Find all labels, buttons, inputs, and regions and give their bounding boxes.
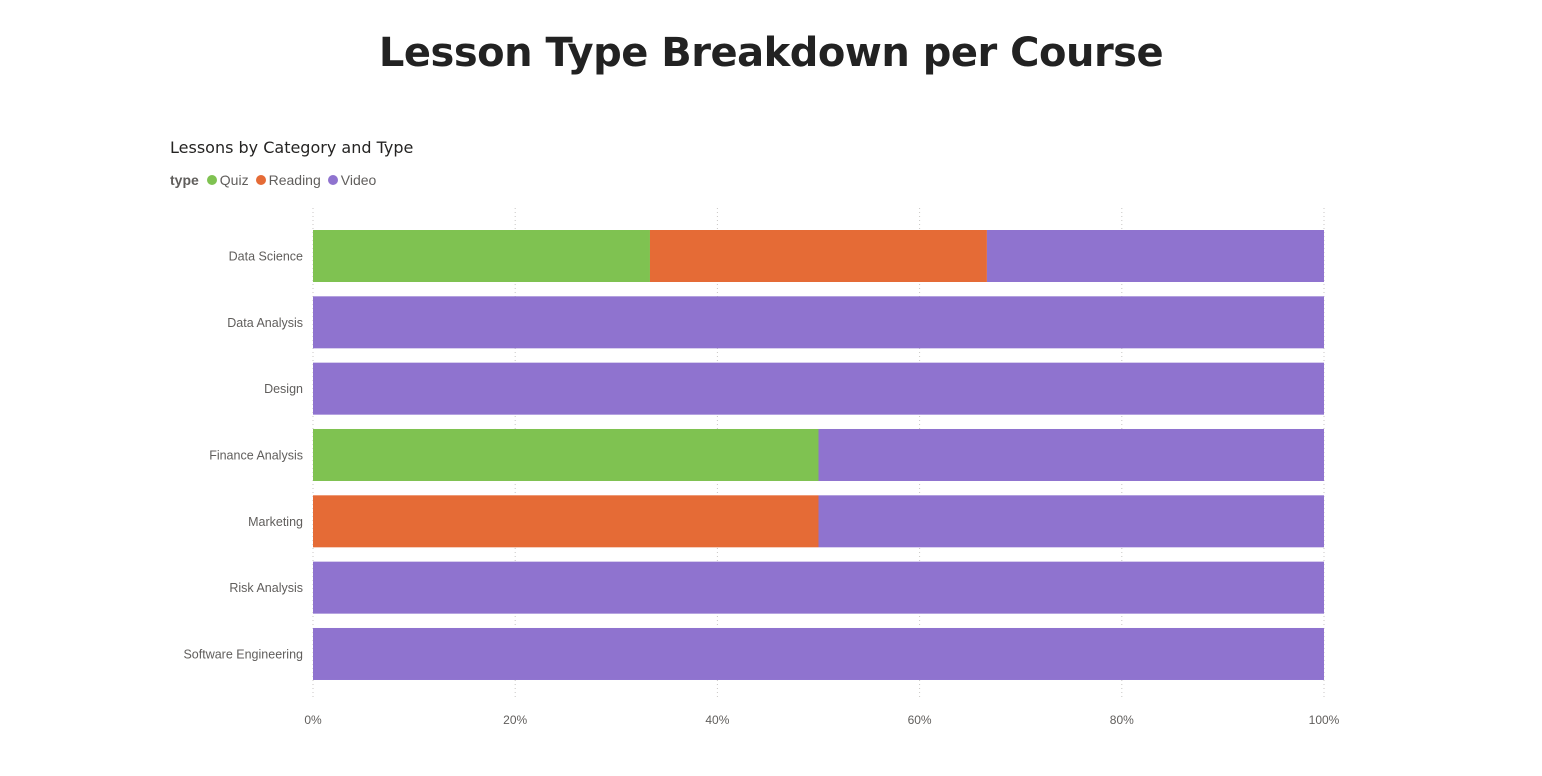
x-tick-label: 60% <box>908 713 932 727</box>
y-category-label: Data Analysis <box>227 316 303 330</box>
bar-segment-video <box>313 627 1324 680</box>
bar-segment-reading <box>649 230 987 282</box>
y-category-label: Risk Analysis <box>229 581 303 595</box>
legend-label-video: Video <box>340 172 377 188</box>
bar-segment-video <box>313 362 1324 415</box>
x-tick-label: 80% <box>1110 713 1134 727</box>
legend-dot-reading-icon <box>255 175 266 185</box>
bar-segment-video <box>818 495 1324 548</box>
y-category-label: Design <box>264 382 303 396</box>
legend-dot-quiz-icon <box>206 175 217 185</box>
y-category-label: Finance Analysis <box>209 448 303 462</box>
bar-segment-quiz <box>313 230 650 282</box>
x-tick-label: 20% <box>503 713 527 727</box>
bar-segment-quiz <box>313 428 819 481</box>
legend-item-quiz[interactable]: Quiz <box>206 172 249 188</box>
x-tick-label: 100% <box>1309 713 1340 727</box>
y-category-label: Data Science <box>229 250 303 264</box>
legend-dot-video-icon <box>327 175 338 185</box>
legend-item-reading[interactable]: Reading <box>255 172 321 188</box>
bar-segment-video <box>313 561 1324 614</box>
chart-title: Lessons by Category and Type <box>170 138 414 157</box>
legend-title: type <box>170 172 199 188</box>
legend-label-reading: Reading <box>268 172 321 188</box>
chart-legend: type Quiz Reading Video <box>170 172 383 188</box>
bar-segment-video <box>818 428 1324 481</box>
x-tick-label: 0% <box>304 713 322 727</box>
bar-segment-reading <box>313 495 819 548</box>
bar-segment-video <box>986 230 1324 282</box>
bar-segment-video <box>313 296 1324 349</box>
x-tick-label: 40% <box>705 713 729 727</box>
page-title: Lesson Type Breakdown per Course <box>378 30 1164 76</box>
y-category-label: Software Engineering <box>183 647 303 661</box>
legend-item-video[interactable]: Video <box>327 172 377 188</box>
y-category-label: Marketing <box>248 515 303 529</box>
legend-label-quiz: Quiz <box>219 172 249 188</box>
